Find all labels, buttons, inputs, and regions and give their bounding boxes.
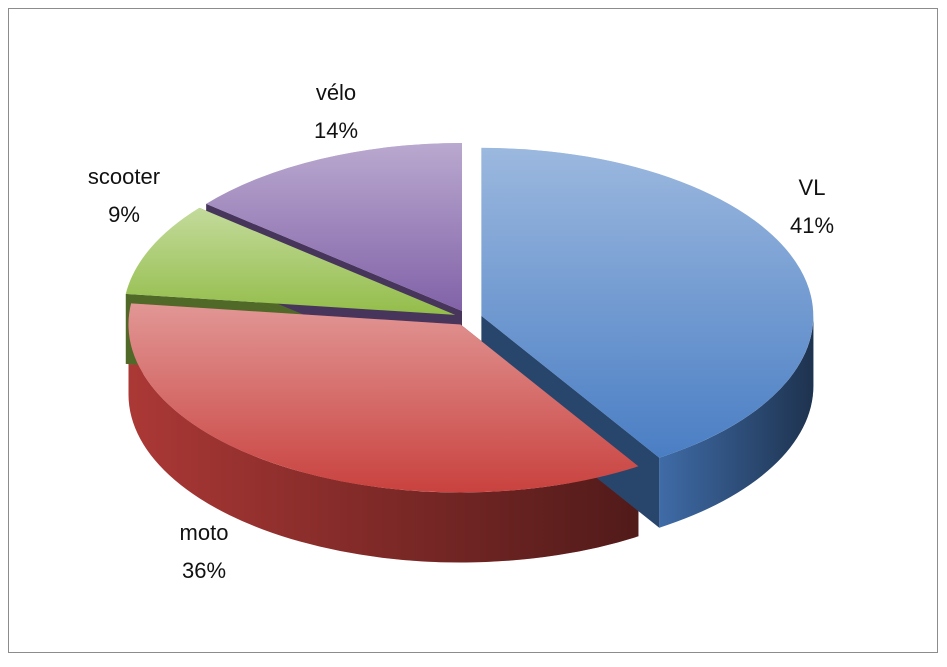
value-label: 36% — [182, 558, 226, 583]
category-label: scooter — [88, 164, 160, 189]
slice-tops — [125, 142, 814, 493]
category-label: VL — [799, 175, 826, 200]
value-label: 41% — [790, 213, 834, 238]
slice-highlight — [481, 147, 814, 458]
category-label: moto — [180, 520, 229, 545]
slice-highlight — [206, 142, 462, 311]
value-label: 14% — [314, 118, 358, 143]
value-label: 9% — [108, 202, 140, 227]
category-label: vélo — [316, 80, 356, 105]
slice-highlight — [128, 303, 639, 493]
slice-wall-shade — [659, 315, 814, 528]
slice-highlight — [125, 207, 456, 315]
slice-wall-shade — [128, 324, 639, 563]
